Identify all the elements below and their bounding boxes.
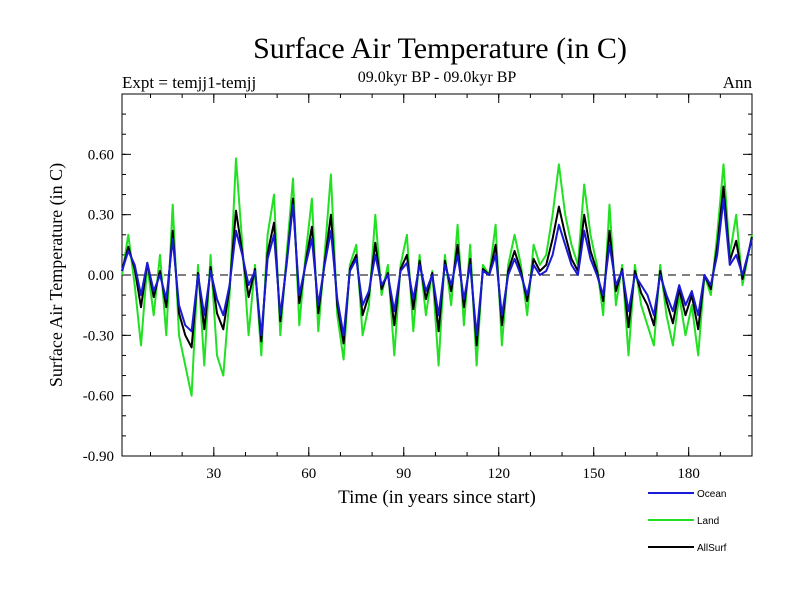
x-tick-label: 30 (206, 466, 221, 482)
chart-title: Surface Air Temperature (in C) (253, 32, 627, 65)
x-tick-label: 120 (487, 466, 510, 482)
x-tick-label: 180 (677, 466, 700, 482)
series-group (121, 157, 753, 397)
y-tick-label: 0.60 (88, 147, 114, 163)
y-tick-label: -0.30 (83, 328, 114, 344)
legend-label-ocean: Ocean (697, 489, 726, 500)
x-axis: 30 60 90 120 150 180 (149, 94, 721, 482)
y-tick-label: -0.60 (83, 389, 114, 405)
series-line-land (121, 157, 753, 397)
legend: Ocean Land AllSurf (648, 489, 727, 554)
season-label: Ann (723, 73, 753, 92)
y-axis-label: Surface Air Temperature (in C) (46, 163, 67, 387)
legend-label-land: Land (697, 516, 719, 527)
y-tick-label: 0.30 (88, 208, 114, 224)
series-line-allsurf (121, 185, 753, 349)
experiment-label: Expt = temjj1-temjj (122, 73, 256, 92)
x-tick-label: 90 (396, 466, 411, 482)
legend-label-allsurf: AllSurf (697, 543, 727, 554)
y-tick-label: -0.90 (83, 449, 114, 465)
x-tick-label: 60 (301, 466, 316, 482)
x-axis-label: Time (in years since start) (338, 487, 536, 508)
x-tick-label: 150 (582, 466, 605, 482)
chart-subtitle: 09.0kyr BP - 09.0kyr BP (358, 69, 517, 86)
series-line-ocean (121, 197, 753, 337)
y-tick-label: 0.00 (88, 268, 114, 284)
